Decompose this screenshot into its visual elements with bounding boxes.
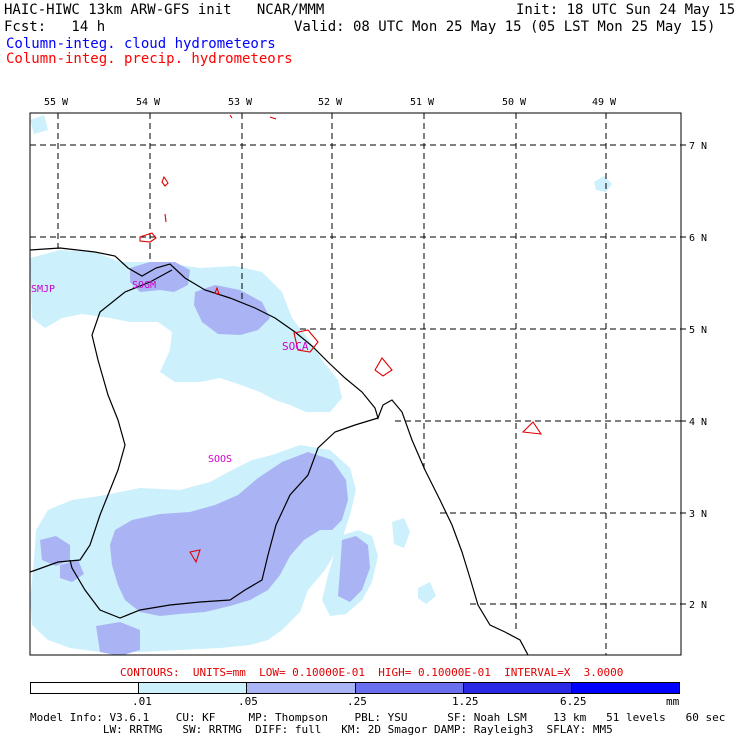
- lat-label-5n: 5 N: [689, 325, 707, 336]
- model-info-line2: LW: RRTMG SW: RRTMG DIFF: full KM: 2D Sm…: [30, 723, 613, 736]
- hydrometeor-shading: [30, 115, 612, 655]
- station-soca: SOCA: [282, 340, 309, 353]
- lat-label-3n: 3 N: [689, 509, 707, 520]
- model-title: HAIC-HIWC 13km ARW-GFS init NCAR/MMM: [4, 2, 325, 18]
- coastline: [30, 247, 529, 655]
- init-time: Init: 18 UTC Sun 24 May 15: [516, 2, 736, 18]
- station-smjp: SMJP: [31, 284, 55, 295]
- model-info-line1: Model Info: V3.6.1 CU: KF MP: Thompson P…: [30, 711, 726, 724]
- lon-label-51w: 51 W: [410, 97, 435, 108]
- colorbar-label-25: .25: [347, 695, 367, 708]
- precip-hydrometeors-title: Column-integ. precip. hydrometeors: [6, 51, 293, 67]
- forecast-hour: Fcst: 14 h: [4, 19, 106, 35]
- map-frame: [29, 112, 682, 656]
- cloud-hydrometeors-title: Column-integ. cloud hydrometeors: [6, 36, 276, 52]
- colorbar-label-05: .05: [238, 695, 258, 708]
- lon-label-50w: 50 W: [502, 97, 527, 108]
- lat-label-2n: 2 N: [689, 600, 707, 611]
- precip-contours: [139, 114, 543, 564]
- lat-label-6n: 6 N: [689, 233, 707, 244]
- colorbar-cell-3: [247, 683, 356, 693]
- colorbar-label-01: .01: [132, 695, 152, 708]
- tick-marks: [57, 113, 686, 605]
- lon-label-52w: 52 W: [318, 97, 343, 108]
- colorbar-label-625: 6.25: [560, 695, 587, 708]
- lon-label-55w: 55 W: [44, 97, 69, 108]
- colorbar-cell-2: [139, 683, 248, 693]
- valid-time: Valid: 08 UTC Mon 25 May 15 (05 LST Mon …: [294, 19, 716, 35]
- station-sogm: SOGM: [132, 280, 156, 291]
- grid-lines: [30, 113, 681, 655]
- contours-info: CONTOURS: UNITS=mm LOW= 0.10000E-01 HIGH…: [120, 666, 624, 679]
- colorbar-cell-4: [355, 683, 464, 693]
- colorbar-cell-5: [463, 683, 572, 693]
- lat-label-4n: 4 N: [689, 417, 707, 428]
- station-soos: SOOS: [208, 454, 232, 465]
- colorbar-cell-1: [31, 683, 140, 693]
- lon-label-53w: 53 W: [228, 97, 253, 108]
- colorbar-cell-6: [571, 683, 680, 693]
- lon-label-49w: 49 W: [592, 97, 617, 108]
- colorbar-label-125: 1.25: [452, 695, 479, 708]
- colorbar-label-mm: mm: [666, 695, 680, 708]
- colorbar: [30, 682, 680, 694]
- lat-label-7n: 7 N: [689, 141, 707, 152]
- lon-label-54w: 54 W: [136, 97, 161, 108]
